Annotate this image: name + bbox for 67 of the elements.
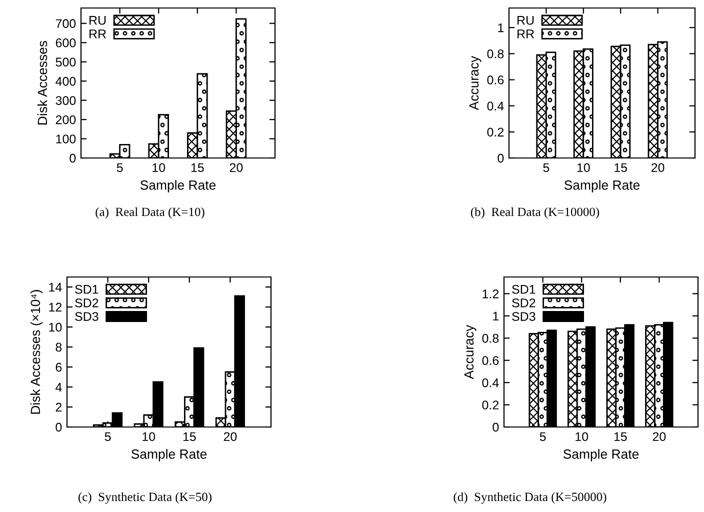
text: (a) Real Data (K=10) (96, 207, 204, 219)
x-tick-label: 15 (191, 163, 204, 172)
y-axis-title: Accuracy (469, 56, 482, 110)
y-tick-label: 14 (49, 282, 62, 292)
y-tick-label: 1.2 (482, 289, 499, 298)
legend-label: SD1 (512, 284, 536, 294)
y-axis-title: Disk Accesses (37, 40, 48, 124)
y-tick-label: 0.8 (482, 334, 499, 343)
y-tick-label: 400 (56, 76, 76, 86)
y-tick-label: 0 (492, 422, 499, 432)
y-tick-label: 0.6 (487, 76, 504, 84)
y-tick-label: 0.6 (482, 356, 499, 365)
legend-label: SD3 (75, 312, 98, 321)
y-tick-label: 8 (56, 342, 62, 352)
y-tick-label: 500 (56, 58, 76, 66)
y-tick-label: 0 (56, 422, 62, 432)
legend-label: SD2 (512, 298, 536, 308)
x-tick-label: 5 (104, 432, 111, 442)
x-tick-label: 20 (230, 163, 243, 172)
legend-label: SD1 (75, 284, 98, 294)
x-tick-label: 10 (152, 163, 166, 172)
y-tick-label: 700 (56, 19, 76, 28)
x-axis-title: Sample Rate (563, 449, 639, 462)
x-tick-label: 10 (577, 163, 590, 172)
y-tick-label: 0 (498, 154, 504, 163)
y-tick-label: 0.8 (487, 49, 504, 58)
y-tick-label: 10 (49, 322, 62, 332)
legend-label: RU (518, 16, 534, 25)
y-tick-label: 4 (55, 382, 62, 392)
y-tick-label: 100 (56, 134, 76, 144)
x-tick-label: 15 (614, 163, 628, 172)
y-tick-label: 6 (56, 362, 62, 372)
y-tick-label: 1 (498, 23, 504, 32)
x-tick-label: 20 (224, 432, 237, 442)
y-axis-title: Disk Accesses (×10⁴) (30, 290, 43, 414)
legend-label: RR (518, 30, 534, 38)
legend-label: RU (90, 16, 106, 25)
y-tick-label: 0.4 (487, 102, 504, 110)
x-tick-label: 20 (651, 163, 664, 172)
text: (b) Real Data (K=10000) (470, 207, 600, 219)
x-tick-label: 5 (543, 163, 550, 172)
y-axis-title: Accuracy (464, 324, 476, 380)
y-tick-label: 12 (49, 302, 62, 312)
y-tick-label: 600 (56, 38, 76, 48)
x-axis-title: Sample Rate (131, 449, 207, 462)
y-tick-label: 200 (56, 115, 76, 124)
x-tick-label: 5 (116, 163, 123, 172)
text: (d) Synthetic Data (K=50000) (454, 492, 606, 504)
legend-label: SD2 (75, 298, 98, 308)
x-tick-label: 5 (540, 432, 546, 442)
y-tick-label: 300 (56, 96, 76, 105)
text: (c) Synthetic Data (K=50) (78, 492, 212, 504)
y-tick-label: 1 (493, 312, 499, 320)
x-tick-label: 20 (652, 432, 666, 442)
x-axis-title: Sample Rate (140, 180, 216, 192)
x-tick-label: 10 (576, 432, 588, 442)
legend-label: SD3 (512, 312, 536, 321)
y-tick-label: 0 (70, 154, 76, 163)
y-tick-label: 0.2 (487, 128, 504, 137)
x-tick-label: 15 (614, 432, 627, 442)
y-tick-label: 0.4 (482, 378, 499, 388)
x-axis-title: Sample Rate (564, 180, 640, 192)
x-tick-label: 10 (142, 432, 156, 442)
x-tick-label: 15 (183, 432, 196, 442)
y-tick-label: 2 (56, 402, 62, 412)
legend-label: RR (90, 30, 106, 38)
y-tick-label: 0.2 (482, 400, 499, 410)
